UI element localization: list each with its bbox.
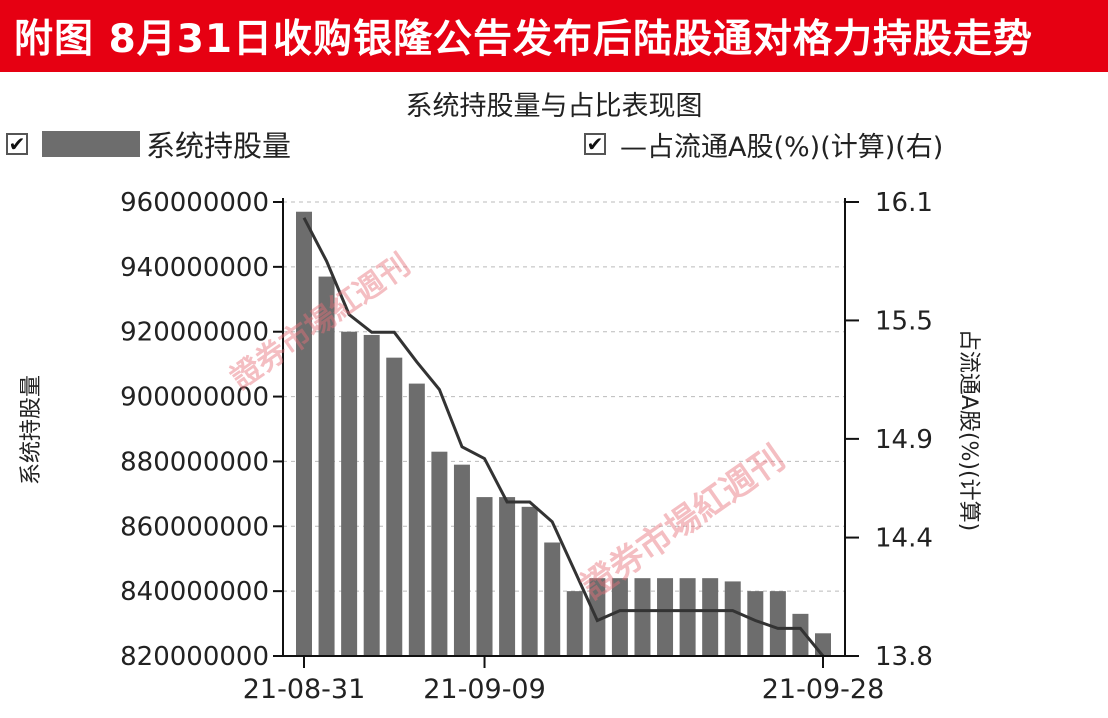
bar [566, 591, 583, 656]
y-tick-label: 880000000 [120, 447, 269, 477]
y2-tick-label: 14.4 [875, 524, 933, 554]
y-axis-label: 系统持股量 [19, 375, 44, 485]
bar [679, 578, 696, 656]
x-tick-label: 21-09-09 [423, 674, 546, 705]
y2-tick-label: 13.8 [875, 642, 933, 672]
y-tick-label: 920000000 [120, 318, 269, 348]
y-tick-label: 960000000 [120, 188, 269, 218]
bar [431, 451, 448, 656]
banner-title: 附图 8月31日收购银隆公告发布后陆股通对格力持股走势 [14, 17, 1033, 62]
bar [453, 464, 470, 656]
y-tick-label: 840000000 [120, 577, 269, 607]
bar [386, 357, 403, 656]
bar [657, 578, 674, 656]
bar [521, 506, 538, 656]
y2-tick-label: 16.1 [875, 188, 933, 218]
y2-tick-label: 15.5 [875, 306, 933, 336]
bar [769, 591, 786, 656]
bar [341, 331, 358, 656]
x-tick-label: 21-09-28 [762, 674, 885, 705]
bar [296, 211, 312, 656]
bar [792, 613, 809, 656]
y-tick-label: 820000000 [120, 642, 269, 672]
legend-line-series[interactable]: ✔ —占流通A股(%)(计算)(右) [584, 124, 943, 164]
bar-series [296, 211, 831, 656]
line-series [302, 217, 825, 657]
tick-labels: 960000000 940000000 920000000 900000000 8800… [19, 188, 981, 705]
y-tick-label: 900000000 [120, 383, 269, 413]
series-line [302, 217, 825, 657]
axes [273, 198, 859, 668]
y-tick-label: 940000000 [120, 253, 269, 283]
bar [318, 276, 335, 656]
legend-line-label: —占流通A股(%)(计算)(右) [620, 131, 944, 163]
bar [544, 542, 561, 656]
bar-swatch-icon [42, 131, 140, 157]
chart-title: 系统持股量与占比表现图 [405, 91, 703, 122]
checkbox-line-series[interactable]: ✔ [584, 133, 606, 155]
y2-tick-label: 14.9 [875, 425, 933, 455]
legend-bar-series[interactable]: ✔ 系统持股量 [6, 124, 291, 164]
y-tick-label: 860000000 [120, 512, 269, 542]
x-tick-label: 21-08-31 [243, 674, 366, 705]
bar [702, 578, 719, 656]
bar [363, 334, 380, 656]
bar [611, 578, 628, 656]
checkbox-bar-series[interactable]: ✔ [6, 133, 28, 155]
bar [634, 578, 651, 656]
bar [747, 591, 764, 656]
bar [499, 497, 516, 656]
y2-axis-label: 占流通A股(%)(计算) [956, 329, 981, 531]
title-banner: 附图 8月31日收购银隆公告发布后陆股通对格力持股走势 [0, 0, 1108, 72]
bar [476, 497, 493, 656]
legend-bar-label: 系统持股量 [146, 129, 292, 163]
bar [724, 581, 741, 656]
bar [408, 383, 425, 656]
bar [815, 633, 831, 656]
